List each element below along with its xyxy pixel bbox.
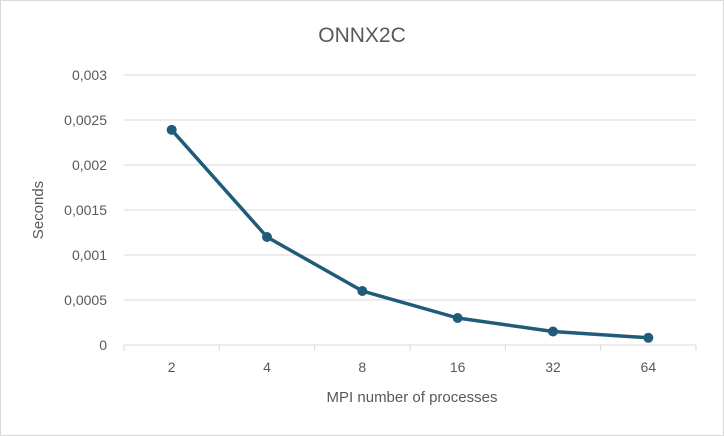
x-tick-label: 8 xyxy=(358,359,366,375)
y-tick-label: 0 xyxy=(99,337,107,353)
data-point xyxy=(548,326,558,337)
data-point xyxy=(262,232,272,242)
x-tick-label: 64 xyxy=(641,359,657,375)
gridlines xyxy=(124,74,696,301)
x-tick-label: 2 xyxy=(168,359,176,375)
x-tick-label: 32 xyxy=(545,359,561,375)
y-tick-label: 0,0015 xyxy=(64,202,107,218)
data-point xyxy=(643,332,654,343)
x-axis-title: MPI number of processes xyxy=(327,389,498,406)
x-tick-label: 16 xyxy=(450,359,466,375)
series-group xyxy=(166,124,654,343)
series-line xyxy=(169,128,651,340)
x-axis-ticks: 2 4 8 16 32 64 xyxy=(168,359,657,375)
y-tick-label: 0,002 xyxy=(72,157,107,173)
x-axis xyxy=(123,344,697,351)
chart-title: ONNX2C xyxy=(318,24,406,47)
y-tick-label: 0,001 xyxy=(72,247,107,263)
y-axis-ticks: 0 0,0005 0,001 0,0015 0,002 0,0025 0,003 xyxy=(64,67,107,353)
y-tick-label: 0,0025 xyxy=(64,112,107,128)
data-point xyxy=(166,124,177,135)
y-tick-label: 0,0005 xyxy=(64,292,107,308)
data-point xyxy=(357,286,368,296)
x-tick-label: 4 xyxy=(263,359,271,375)
data-point xyxy=(452,313,463,323)
y-axis-title: Seconds xyxy=(30,181,47,239)
y-tick-label: 0,003 xyxy=(72,67,107,83)
